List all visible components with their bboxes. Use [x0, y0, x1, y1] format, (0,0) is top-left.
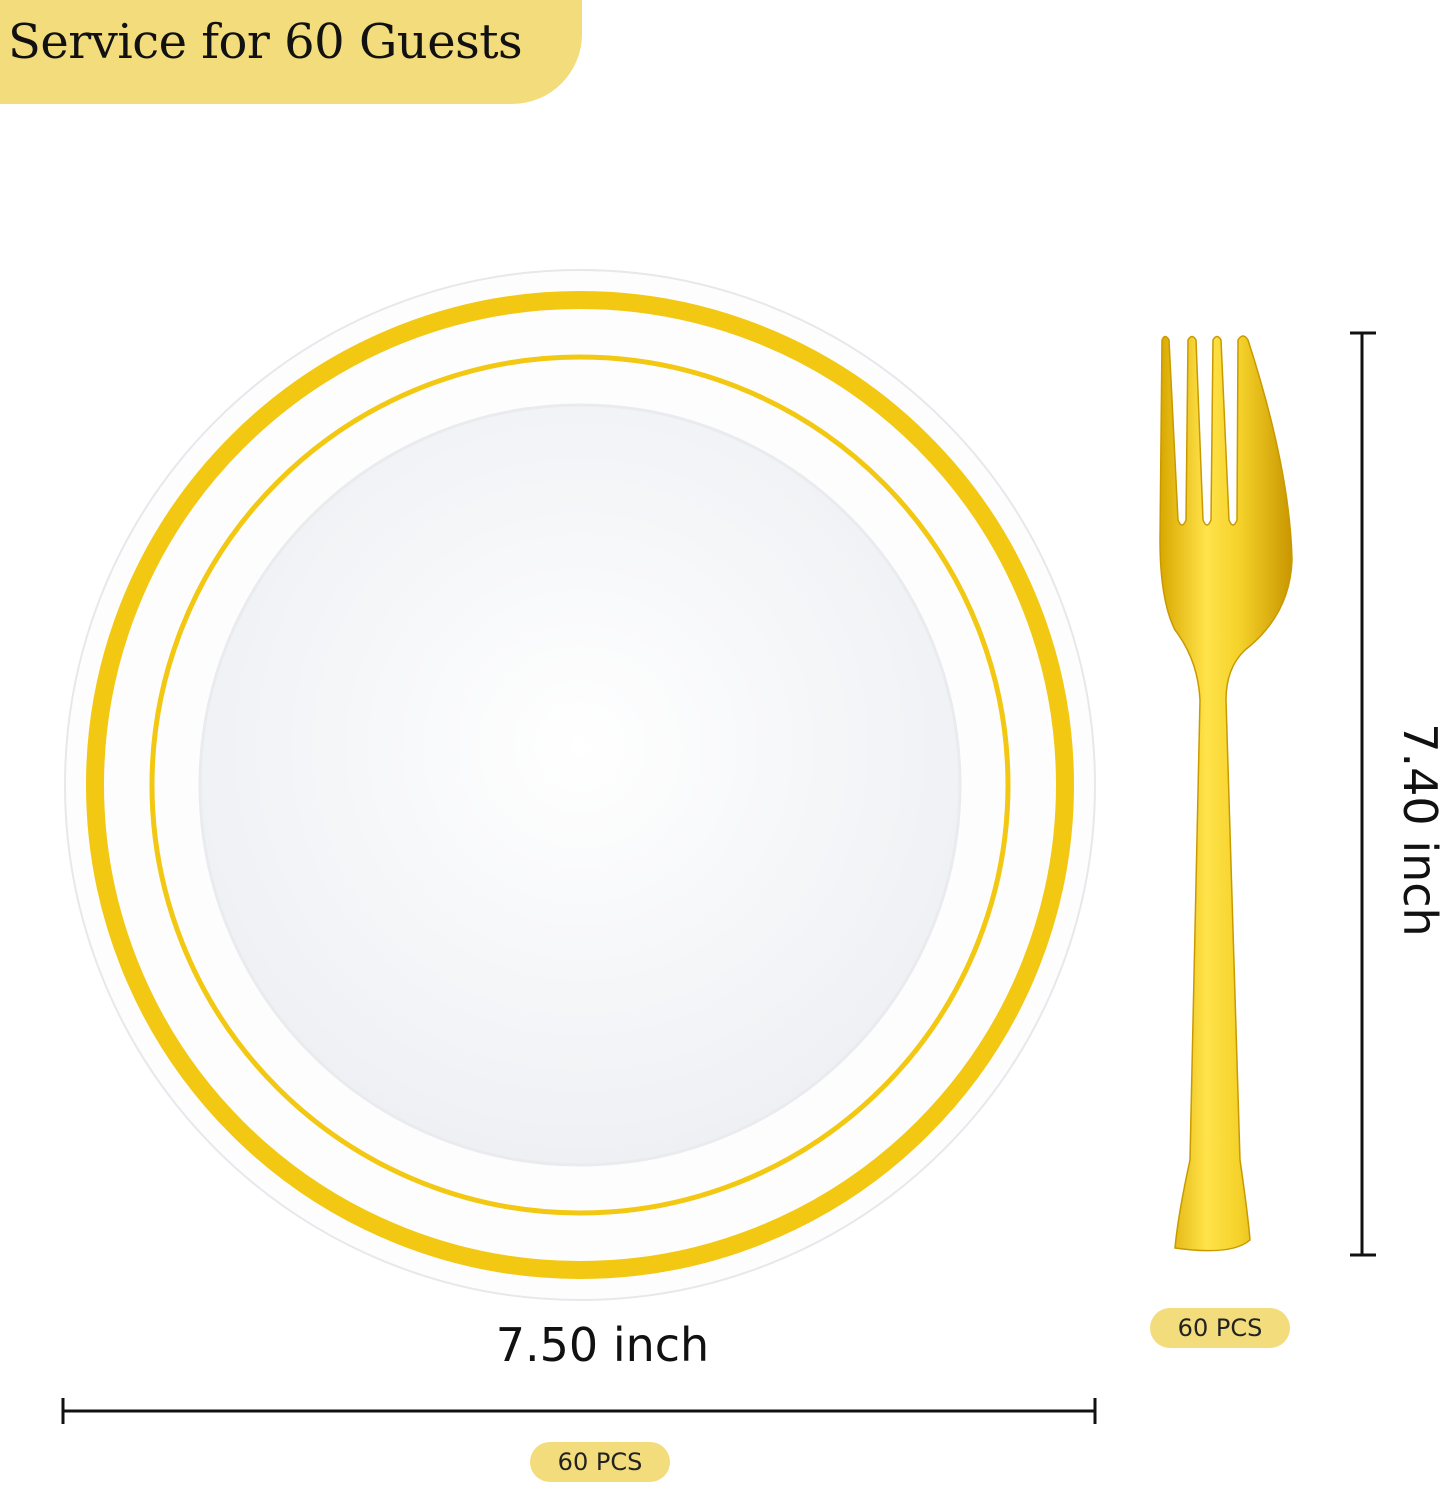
banner-title: Service for 60 Guests [8, 14, 523, 70]
fork [1159, 335, 1293, 1252]
dimension-lines [61, 331, 1376, 1424]
plate-quantity-badge: 60 PCS [530, 1442, 670, 1482]
fork-length-label: 7.40 inch [1393, 723, 1445, 937]
plate [64, 269, 1096, 1301]
plate-width-label: 7.50 inch [495, 1318, 710, 1372]
title-banner: Service for 60 Guests [0, 0, 582, 104]
plate-outer-gold-rim [86, 291, 1074, 1279]
plate-inner-gold-ring [149, 354, 1011, 1216]
fork-quantity-badge: 60 PCS [1150, 1308, 1290, 1348]
plate-well [198, 403, 962, 1167]
